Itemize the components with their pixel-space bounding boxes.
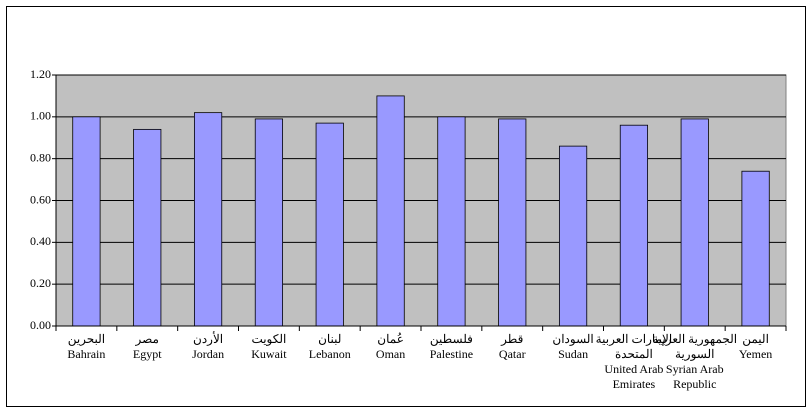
x-tick-label: Syrian Arab [666, 362, 724, 376]
x-tick-label: المتحدة [615, 347, 653, 361]
bar [437, 116, 466, 327]
bar [315, 122, 344, 327]
y-tick-label: 0.60 [30, 192, 51, 206]
x-tick-label: Republic [673, 377, 716, 391]
x-tick-label: Palestine [430, 347, 473, 361]
x-tick-label: قطر [500, 332, 523, 346]
x-tick-label: Jordan [192, 347, 224, 361]
bar [72, 116, 101, 327]
x-tick-label: اليمن [742, 332, 769, 346]
x-tick-label: عُمان [377, 332, 404, 346]
bar [680, 118, 709, 327]
x-tick-label: البحرين [68, 332, 105, 346]
x-tick-label: Bahrain [67, 347, 105, 361]
x-tick-label: مصر [135, 332, 159, 346]
x-tick-label: فلسطين [430, 332, 473, 346]
y-tick-label: 0.20 [30, 276, 51, 290]
x-tick-label: Sudan [558, 347, 588, 361]
x-tick-label: Oman [376, 347, 405, 361]
x-tick-label: الكويت [251, 332, 286, 346]
x-tick-label: Yemen [739, 347, 772, 361]
x-tick-label: السودان [552, 332, 593, 346]
x-tick-label: United Arab [604, 362, 663, 376]
x-tick-label: الجمهورية العربية [652, 332, 737, 346]
y-tick-label: 0.80 [30, 150, 51, 164]
bar [741, 170, 770, 327]
bar [498, 118, 527, 327]
bar [558, 145, 588, 327]
y-tick-label: 0.40 [30, 234, 51, 248]
bar [254, 118, 284, 327]
bar [193, 112, 223, 327]
x-tick-label: Emirates [613, 377, 656, 391]
y-tick-label: 0.00 [30, 318, 51, 332]
x-tick-label: Lebanon [309, 347, 351, 361]
x-tick-label: Egypt [133, 347, 162, 361]
x-tick-label: الأردن [193, 331, 223, 346]
x-tick-label: الإمارات العربية [596, 332, 672, 347]
y-tick-label: 1.20 [30, 67, 51, 81]
bar [133, 128, 162, 327]
x-tick-label: Kuwait [251, 347, 287, 361]
y-tick-label: 1.00 [30, 109, 51, 123]
bar [619, 124, 649, 327]
x-tick-label: لبنان [318, 332, 341, 346]
x-tick-label: Qatar [499, 347, 526, 361]
bar [376, 95, 405, 327]
x-tick-label: السورية [675, 347, 714, 361]
